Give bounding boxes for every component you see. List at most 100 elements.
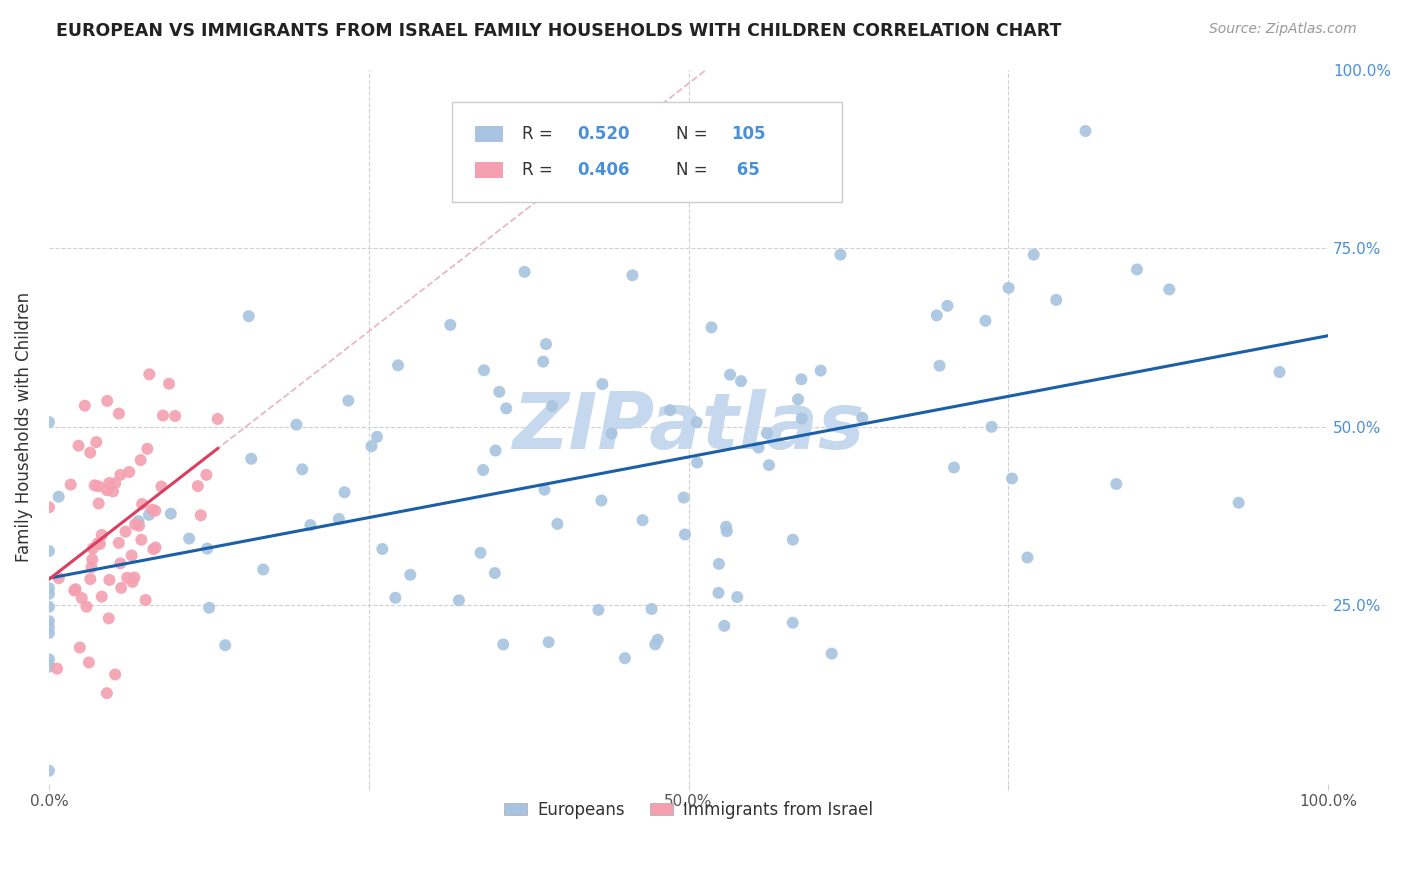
Point — [1074, 124, 1097, 138]
Point — [591, 493, 613, 508]
Point — [124, 570, 146, 584]
Point — [124, 517, 146, 532]
Point — [1001, 471, 1024, 485]
Point — [131, 497, 153, 511]
Point — [179, 532, 201, 546]
Point — [713, 619, 735, 633]
Point — [38, 587, 60, 601]
Point — [588, 603, 610, 617]
Point — [79, 445, 101, 459]
Point — [98, 573, 121, 587]
Point — [69, 640, 91, 655]
Point — [79, 572, 101, 586]
Point — [285, 417, 308, 432]
Point — [447, 593, 470, 607]
Text: N =: N = — [676, 161, 713, 179]
Point — [143, 504, 166, 518]
Point — [718, 368, 741, 382]
Text: R =: R = — [522, 161, 558, 179]
Point — [128, 518, 150, 533]
Point — [190, 508, 212, 523]
Point — [974, 314, 997, 328]
Point — [107, 536, 129, 550]
Point — [65, 582, 87, 597]
Point — [115, 571, 138, 585]
Point — [104, 476, 127, 491]
Point — [97, 611, 120, 625]
Point — [621, 268, 644, 283]
Point — [98, 476, 121, 491]
Point — [700, 320, 723, 334]
Point — [384, 591, 406, 605]
Point — [152, 409, 174, 423]
Point — [48, 571, 70, 585]
Point — [82, 552, 104, 566]
Point — [495, 401, 517, 416]
Point — [387, 359, 409, 373]
Point — [87, 479, 110, 493]
Point — [63, 583, 86, 598]
Point — [127, 514, 149, 528]
Point — [790, 372, 813, 386]
Point — [591, 377, 613, 392]
Point — [472, 363, 495, 377]
Point — [399, 567, 422, 582]
Point — [644, 637, 666, 651]
Point — [135, 593, 157, 607]
Point — [439, 318, 461, 332]
Point — [70, 591, 93, 606]
Point — [366, 430, 388, 444]
Text: N =: N = — [676, 125, 713, 144]
Point — [851, 410, 873, 425]
Point — [129, 453, 152, 467]
Point — [252, 562, 274, 576]
Point — [647, 632, 669, 647]
Bar — [475, 127, 503, 142]
Point — [207, 412, 229, 426]
Point — [214, 638, 236, 652]
Point — [157, 376, 180, 391]
Text: ZIPatlas: ZIPatlas — [512, 389, 865, 465]
Point — [38, 620, 60, 634]
Point — [533, 483, 555, 497]
Text: R =: R = — [522, 125, 558, 144]
Point — [114, 524, 136, 539]
Point — [659, 403, 682, 417]
Point — [686, 456, 709, 470]
Point — [110, 557, 132, 571]
Point — [83, 478, 105, 492]
Point — [484, 443, 506, 458]
Point — [484, 566, 506, 580]
Point — [531, 354, 554, 368]
Point — [165, 409, 187, 423]
FancyBboxPatch shape — [451, 103, 842, 202]
Point — [707, 557, 730, 571]
Point — [1017, 550, 1039, 565]
Point — [782, 615, 804, 630]
Point — [925, 309, 948, 323]
Point — [299, 518, 322, 533]
Y-axis label: Family Households with Children: Family Households with Children — [15, 292, 32, 562]
Point — [38, 652, 60, 666]
Point — [534, 337, 557, 351]
Point — [1105, 477, 1128, 491]
Point — [673, 527, 696, 541]
Point — [110, 467, 132, 482]
Point — [810, 363, 832, 377]
Point — [685, 415, 707, 429]
Point — [90, 528, 112, 542]
Point — [980, 420, 1002, 434]
Point — [96, 483, 118, 497]
Point — [38, 614, 60, 628]
Point — [1126, 262, 1149, 277]
Point — [118, 465, 141, 479]
Text: 0.520: 0.520 — [578, 125, 630, 144]
Point — [138, 508, 160, 522]
Point — [640, 602, 662, 616]
Point — [84, 435, 107, 450]
Point — [87, 496, 110, 510]
Point — [101, 484, 124, 499]
Point — [195, 541, 218, 556]
Point — [790, 411, 813, 425]
Point — [48, 490, 70, 504]
